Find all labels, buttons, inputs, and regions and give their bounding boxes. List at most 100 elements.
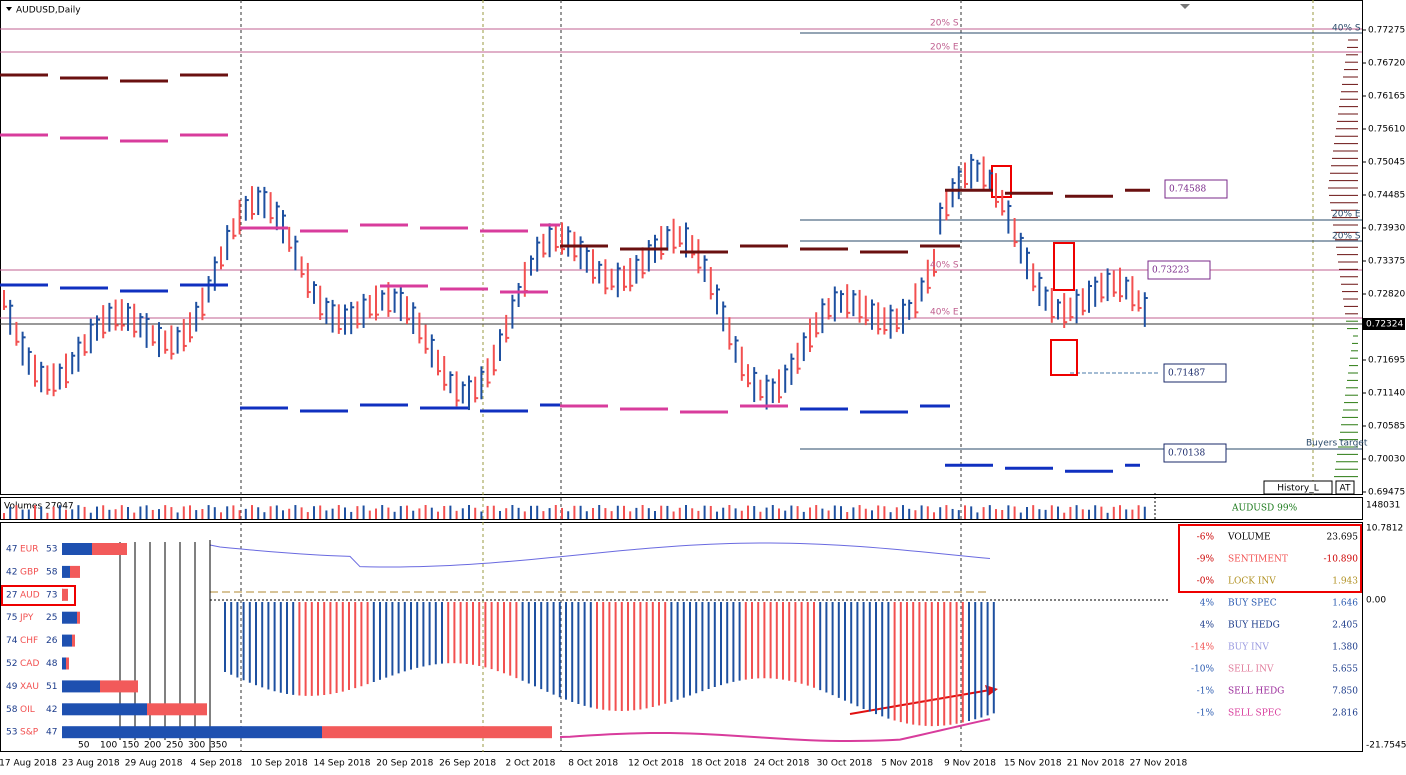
indicator-axis-label: 10.7812 bbox=[1366, 524, 1403, 534]
currency-right: 47 bbox=[46, 728, 57, 738]
date-label: 5 Nov 2018 bbox=[881, 759, 933, 769]
zone-label: 40% S bbox=[1332, 24, 1361, 34]
date-label: 9 Nov 2018 bbox=[944, 759, 996, 769]
strength-scale-label: 150 bbox=[122, 741, 139, 751]
currency-buy-bar bbox=[62, 565, 70, 578]
currency-name: CHF bbox=[20, 636, 38, 646]
scroll-marker bbox=[1180, 4, 1190, 9]
currency-right: 58 bbox=[46, 567, 58, 577]
date-label: 18 Oct 2018 bbox=[691, 759, 747, 769]
currency-name: CAD bbox=[20, 659, 39, 669]
currency-buy-bar bbox=[62, 611, 77, 624]
currency-buy-bar bbox=[62, 703, 147, 716]
currency-left: 47 bbox=[6, 545, 17, 555]
currency-sell-bar bbox=[70, 565, 80, 578]
panel-pct: -10% bbox=[1191, 665, 1214, 675]
indicator-line bbox=[209, 542, 991, 568]
currency-buy-bar bbox=[62, 726, 322, 739]
week-separators bbox=[482, 0, 1314, 752]
panel-label: BUY SPEC bbox=[1228, 599, 1277, 609]
currency-right: 73 bbox=[46, 590, 57, 600]
history-button[interactable] bbox=[1263, 480, 1333, 495]
currency-right: 53 bbox=[46, 545, 57, 555]
date-label: 4 Sep 2018 bbox=[191, 759, 243, 769]
zone-label: 20% E bbox=[930, 43, 959, 53]
zone-label: 20% S bbox=[1332, 232, 1361, 242]
highlight-boxes bbox=[1, 165, 1362, 606]
price-tick-label: 0.76720 bbox=[1368, 59, 1405, 69]
strength-scale-label: 300 bbox=[188, 741, 205, 751]
menu-arrow[interactable] bbox=[6, 7, 12, 11]
currency-sell-bar bbox=[62, 588, 68, 601]
price-tick-label: 0.72820 bbox=[1368, 290, 1405, 300]
date-label: 17 Aug 2018 bbox=[0, 759, 57, 769]
date-label: 20 Sep 2018 bbox=[376, 759, 433, 769]
indicator-axis-label: -21.7545 bbox=[1366, 741, 1406, 751]
panel-pct: -14% bbox=[1191, 643, 1214, 653]
currency-left: 42 bbox=[6, 567, 17, 577]
price-label: 0.74588 bbox=[1169, 185, 1206, 195]
panel-value: 1.646 bbox=[1332, 599, 1358, 609]
price-tick-label: 0.77275 bbox=[1368, 26, 1405, 36]
panel-value: 2.816 bbox=[1332, 709, 1358, 719]
currency-sell-bar bbox=[72, 634, 75, 647]
date-label: 30 Oct 2018 bbox=[817, 759, 873, 769]
strength-scale-label: 350 bbox=[210, 741, 227, 751]
indicator-axis-label: 0.00 bbox=[1366, 596, 1386, 606]
price-label-box bbox=[1163, 443, 1227, 463]
currency-buy-bar bbox=[62, 543, 92, 555]
at-button[interactable] bbox=[1335, 480, 1355, 495]
price-tick-label: 0.69475 bbox=[1368, 488, 1405, 498]
price-tick-label: 0.70030 bbox=[1368, 455, 1405, 465]
date-label: 10 Sep 2018 bbox=[251, 759, 308, 769]
currency-sell-bar bbox=[92, 543, 127, 555]
price-tick-label: 0.76165 bbox=[1368, 92, 1405, 102]
price-label: 0.70138 bbox=[1168, 449, 1205, 459]
zone-label: 20% E bbox=[1332, 210, 1361, 220]
panel-value: 1.380 bbox=[1332, 643, 1358, 653]
zone-label: 40% S bbox=[930, 261, 959, 271]
currency-left: 58 bbox=[6, 705, 18, 715]
currency-buy-bar bbox=[62, 657, 66, 670]
currency-name: GBP bbox=[20, 567, 39, 577]
price-tick-label: 0.74485 bbox=[1368, 191, 1405, 201]
currency-sell-bar bbox=[147, 703, 207, 716]
zone-label: 20% S bbox=[930, 19, 959, 29]
strength-scale-label: 200 bbox=[144, 741, 161, 751]
currency-sell-bar bbox=[322, 726, 552, 739]
panel-value: 5.655 bbox=[1332, 665, 1358, 675]
currency-left: 75 bbox=[6, 613, 17, 623]
panel-pct: -1% bbox=[1197, 709, 1215, 719]
date-label: 15 Nov 2018 bbox=[1004, 759, 1062, 769]
currency-name: OIL bbox=[20, 705, 35, 715]
currency-right: 42 bbox=[46, 705, 57, 715]
price-tick-label: 0.73375 bbox=[1368, 257, 1405, 267]
date-label: 2 Oct 2018 bbox=[505, 759, 555, 769]
panel-label: BUY HEDG bbox=[1228, 621, 1280, 631]
currency-name: JPY bbox=[19, 613, 34, 623]
currency-name: AUD bbox=[20, 590, 40, 600]
currency-left: 49 bbox=[6, 682, 18, 692]
date-label: 21 Nov 2018 bbox=[1067, 759, 1125, 769]
currency-name: EUR bbox=[20, 545, 39, 555]
panel-label: SELL INV bbox=[1228, 665, 1274, 675]
date-label: 8 Oct 2018 bbox=[568, 759, 618, 769]
price-tick-label: 0.70585 bbox=[1368, 422, 1405, 432]
currency-left: 52 bbox=[6, 659, 17, 669]
volume-axis-label: 148031 bbox=[1366, 501, 1400, 511]
date-label: 27 Nov 2018 bbox=[1130, 759, 1188, 769]
indicator-frame bbox=[0, 522, 1363, 752]
symbol-title: AUDUSD,Daily bbox=[16, 6, 81, 16]
panel-label: SENTIMENT bbox=[1228, 555, 1288, 565]
panel-value: 1.943 bbox=[1332, 577, 1358, 587]
zone-label: 40% E bbox=[930, 308, 959, 318]
panel-label: BUY INV bbox=[1228, 643, 1269, 653]
price-label-box bbox=[1164, 179, 1228, 199]
panel-label: SELL HEDG bbox=[1228, 687, 1284, 697]
price-tick-label: 0.75045 bbox=[1368, 158, 1405, 168]
date-label: 29 Aug 2018 bbox=[125, 759, 183, 769]
at-button-label[interactable]: AT bbox=[1340, 484, 1351, 494]
panel-pct: -0% bbox=[1197, 577, 1215, 587]
history-button-label[interactable]: History_L bbox=[1277, 484, 1319, 494]
